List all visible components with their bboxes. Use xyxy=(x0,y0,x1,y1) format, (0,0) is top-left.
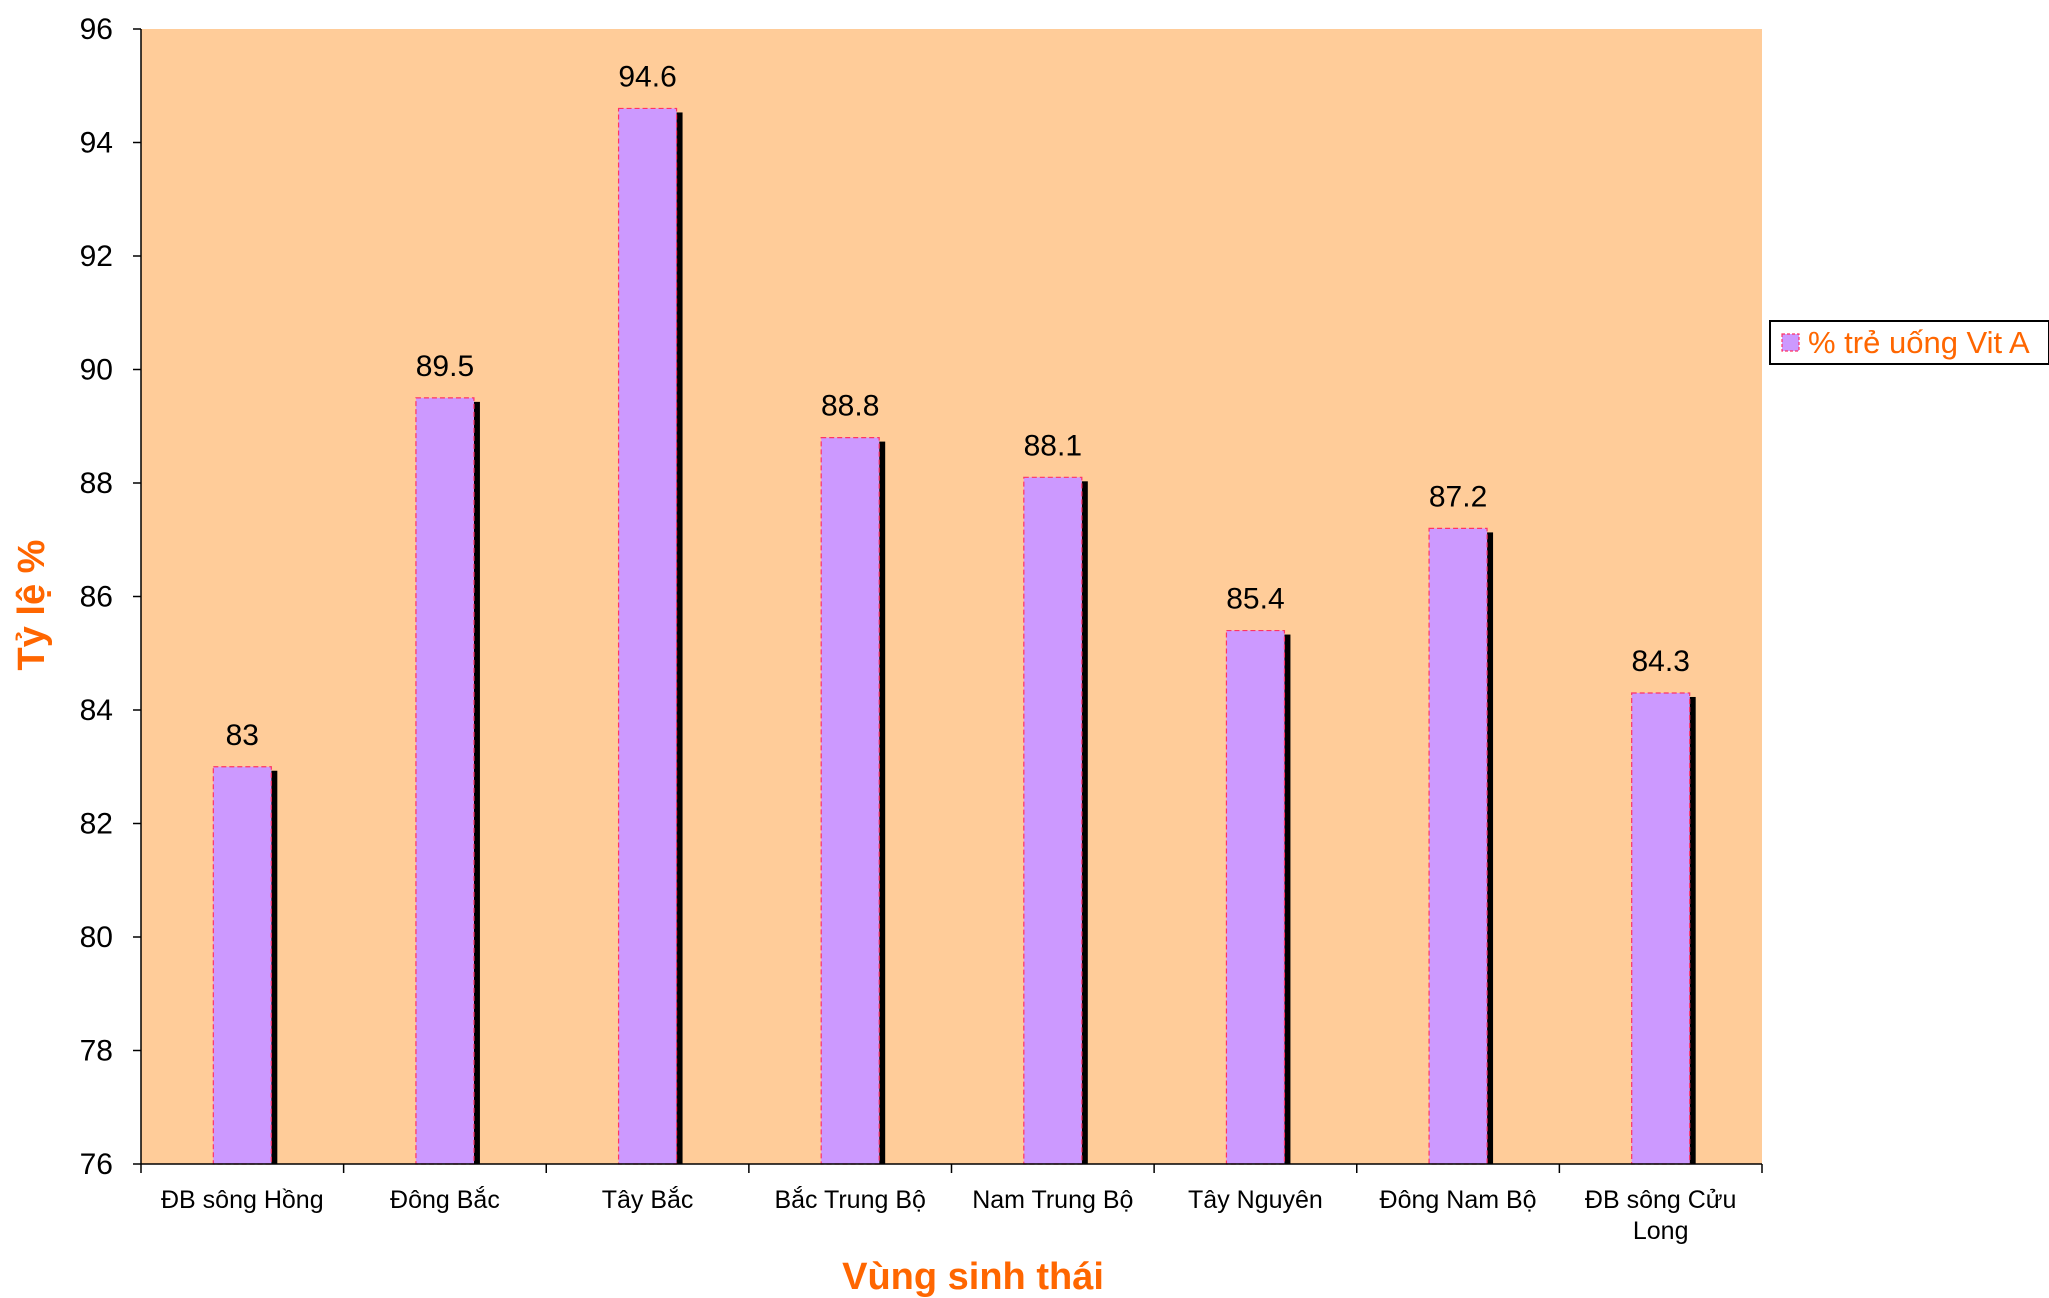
data-label: 88.8 xyxy=(821,390,879,423)
axes-layer xyxy=(133,28,1763,1173)
bars-layer xyxy=(212,107,1696,1165)
y-tick-label: 90 xyxy=(80,354,113,387)
data-label: 88.1 xyxy=(1024,429,1082,462)
x-axis-title: Vùng sinh thái xyxy=(842,1256,1104,1298)
bar-shadow xyxy=(1081,481,1088,1164)
y-tick-label: 86 xyxy=(80,581,113,614)
bar-shadow xyxy=(473,401,480,1164)
x-tick-label: Đông Nam Bộ xyxy=(1380,1186,1537,1214)
y-tick-label: 88 xyxy=(80,467,113,500)
bar xyxy=(1428,527,1488,1165)
x-tick-label: Long xyxy=(1633,1217,1689,1245)
data-label: 89.5 xyxy=(416,350,474,383)
x-tick-label: ĐB sông Cửu xyxy=(1585,1186,1737,1214)
bar xyxy=(820,437,880,1165)
plot-area xyxy=(141,29,1762,1164)
bar xyxy=(212,766,272,1165)
x-tick-label: ĐB sông Hồng xyxy=(161,1186,324,1214)
data-label: 85.4 xyxy=(1226,583,1284,616)
bar xyxy=(415,397,475,1165)
legend-label: % trẻ uống Vit A xyxy=(1808,325,2030,360)
y-tick-label: 92 xyxy=(80,240,113,273)
y-tick-label: 94 xyxy=(80,127,113,160)
y-tick-label: 84 xyxy=(80,694,113,727)
legend-swatch xyxy=(1781,333,1800,352)
labels-layer: 83 89.5 94.6 88.8 88.1 85.4 87.2 84.3 76 78 80 82 84… xyxy=(80,13,1737,1245)
legend-box xyxy=(1769,320,2049,365)
bar-shadow xyxy=(1284,634,1291,1164)
y-tick-label: 80 xyxy=(80,921,113,954)
bar xyxy=(1023,476,1083,1165)
x-tick-label: Bắc Trung Bộ xyxy=(774,1185,925,1214)
bar-shadow xyxy=(1689,696,1696,1164)
x-tick-label: Đông Bắc xyxy=(390,1185,500,1214)
bar xyxy=(617,107,678,1165)
y-tick-label: 96 xyxy=(80,13,113,46)
data-label: 87.2 xyxy=(1429,480,1487,513)
y-axis-title: Tỷ lệ % xyxy=(11,540,53,671)
bar-shadow xyxy=(879,441,886,1165)
bar xyxy=(1631,692,1691,1165)
y-tick-label: 82 xyxy=(80,808,113,841)
data-label: 84.3 xyxy=(1631,645,1689,678)
y-tick-label: 76 xyxy=(80,1148,113,1181)
legend: % trẻ uống Vit A xyxy=(1769,320,2049,365)
y-tick-label: 78 xyxy=(80,1035,113,1068)
data-label: 83 xyxy=(226,719,259,752)
bar-shadow xyxy=(271,770,278,1164)
x-tick-label: Tây Bắc xyxy=(602,1185,694,1214)
x-tick-label: Nam Trung Bộ xyxy=(972,1186,1133,1214)
data-label: 94.6 xyxy=(618,60,676,93)
x-tick-label: Tây Nguyên xyxy=(1188,1186,1323,1214)
bar xyxy=(1225,629,1286,1165)
bar-shadow xyxy=(676,112,683,1165)
bar-shadow xyxy=(1487,532,1494,1164)
